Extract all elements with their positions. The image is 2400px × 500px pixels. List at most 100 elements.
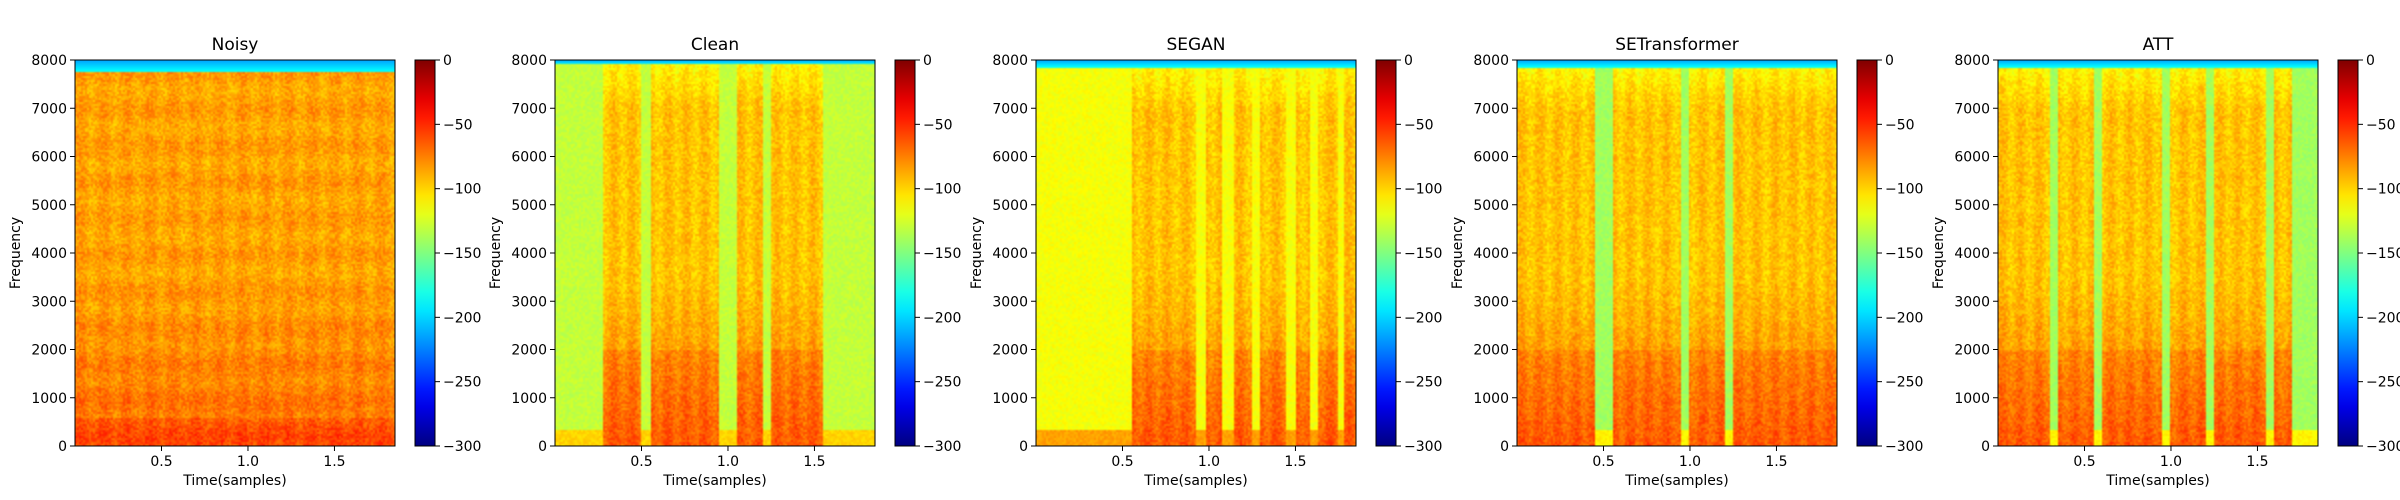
colorbar <box>1375 59 1397 447</box>
y-tick-label: 1000 <box>1473 391 1509 407</box>
y-tick-label: 3000 <box>1954 294 1990 310</box>
colorbar-tick-label: −200 <box>1885 310 1923 326</box>
colorbar-tick-label: −150 <box>1885 246 1923 262</box>
colorbar-tick-label: −200 <box>923 310 961 326</box>
y-tick-label: 0 <box>1019 439 1028 455</box>
colorbar-tick-label: 0 <box>1404 53 1413 69</box>
panel-title: Clean <box>691 35 739 55</box>
y-tick-label: 4000 <box>31 246 67 262</box>
y-axis-label: Frequency <box>488 217 504 289</box>
x-tick-label: 1.5 <box>803 454 825 470</box>
colorbar-tick-label: 0 <box>1885 53 1894 69</box>
x-tick-label: 1.5 <box>2246 454 2268 470</box>
y-tick-label: 3000 <box>511 294 547 310</box>
y-axis-label: Frequency <box>8 217 24 289</box>
colorbar-tick-label: −300 <box>2366 439 2400 455</box>
y-axis-label: Frequency <box>969 217 985 289</box>
x-axis-label: Time(samples) <box>182 473 286 489</box>
y-tick-label: 0 <box>1500 439 1509 455</box>
x-tick-label: 0.5 <box>1111 454 1133 470</box>
x-tick-label: 1.0 <box>237 454 259 470</box>
colorbar-tick-label: −200 <box>1404 310 1442 326</box>
y-tick-label: 6000 <box>1954 150 1990 166</box>
colorbar-tick-label: −250 <box>2366 375 2400 391</box>
y-tick-label: 2000 <box>1473 343 1509 359</box>
spectrogram-panel-4: SETransformer 0 1000 2000 3000 4000 5000 6000 70… <box>1450 35 1923 489</box>
x-axis-label: Time(samples) <box>1624 473 1728 489</box>
x-tick-label: 0.5 <box>2073 454 2095 470</box>
colorbar-tick-label: −50 <box>2366 117 2396 133</box>
y-tick-label: 6000 <box>1473 150 1509 166</box>
x-tick-label: 0.5 <box>630 454 652 470</box>
y-axis-label: Frequency <box>1450 217 1466 289</box>
y-tick-label: 0 <box>538 439 547 455</box>
colorbar-tick-label: −300 <box>443 439 481 455</box>
y-tick-label: 6000 <box>992 150 1028 166</box>
y-tick-label: 4000 <box>1954 246 1990 262</box>
y-tick-label: 8000 <box>1473 53 1509 69</box>
colorbar-tick-label: −50 <box>1404 117 1434 133</box>
colorbar-tick-label: −50 <box>443 117 473 133</box>
y-tick-label: 4000 <box>1473 246 1509 262</box>
y-tick-label: 0 <box>1981 439 1990 455</box>
y-tick-label: 7000 <box>1473 101 1509 117</box>
y-tick-label: 4000 <box>511 246 547 262</box>
y-tick-label: 8000 <box>992 53 1028 69</box>
y-tick-label: 0 <box>58 439 67 455</box>
y-tick-label: 8000 <box>511 53 547 69</box>
y-tick-label: 6000 <box>511 150 547 166</box>
colorbar-tick-label: −50 <box>923 117 953 133</box>
y-tick-label: 1000 <box>31 391 67 407</box>
colorbar-tick-label: −250 <box>923 375 961 391</box>
colorbar <box>414 59 436 447</box>
spectrogram-panel-3: SEGAN 0 1000 2000 3000 4000 5000 6000 7000 8000 0.… <box>969 35 1442 489</box>
colorbar <box>894 59 916 447</box>
x-tick-label: 1.0 <box>2160 454 2182 470</box>
colorbar-tick-label: −250 <box>1885 375 1923 391</box>
colorbar-tick-label: −300 <box>923 439 961 455</box>
spectrogram-panel-1: Noisy 0 1000 2000 3000 4000 5000 6000 7000 8000 0.… <box>8 35 481 489</box>
colorbar-tick-label: −50 <box>1885 117 1915 133</box>
x-tick-label: 1.5 <box>1765 454 1787 470</box>
x-tick-label: 0.5 <box>150 454 172 470</box>
panel-title: SEGAN <box>1166 35 1225 55</box>
colorbar-tick-label: −150 <box>923 246 961 262</box>
colorbar-tick-label: 0 <box>443 53 452 69</box>
spectrogram-image <box>1517 60 1837 446</box>
colorbar-tick-label: −250 <box>443 375 481 391</box>
y-tick-label: 5000 <box>31 198 67 214</box>
colorbar <box>2337 59 2359 447</box>
y-tick-label: 2000 <box>31 343 67 359</box>
x-tick-label: 1.5 <box>1284 454 1306 470</box>
x-axis-label: Time(samples) <box>662 473 766 489</box>
y-tick-label: 7000 <box>31 101 67 117</box>
y-tick-label: 1000 <box>511 391 547 407</box>
spectrogram-panel-2: Clean 0 1000 2000 3000 4000 5000 6000 7000 8000 0.… <box>488 35 961 489</box>
colorbar-tick-label: −150 <box>443 246 481 262</box>
colorbar-tick-label: 0 <box>923 53 932 69</box>
spectrogram-image <box>75 60 395 446</box>
panel-title: Noisy <box>212 35 259 55</box>
colorbar-tick-label: −200 <box>2366 310 2400 326</box>
y-tick-label: 8000 <box>31 53 67 69</box>
colorbar <box>1856 59 1878 447</box>
colorbar-tick-label: −100 <box>1885 182 1923 198</box>
y-tick-label: 1000 <box>1954 391 1990 407</box>
y-tick-label: 2000 <box>992 343 1028 359</box>
colorbar-tick-label: −100 <box>443 182 481 198</box>
y-tick-label: 2000 <box>511 343 547 359</box>
y-tick-label: 5000 <box>511 198 547 214</box>
x-tick-label: 1.0 <box>1198 454 1220 470</box>
y-tick-label: 1000 <box>992 391 1028 407</box>
colorbar-tick-label: −300 <box>1404 439 1442 455</box>
spectrogram-image <box>1998 60 2318 446</box>
spectrogram-panel-5: ATT 0 1000 2000 3000 4000 5000 6000 7000 8000 0.5 1… <box>1931 35 2400 489</box>
spectrogram-image <box>1036 60 1356 446</box>
y-tick-label: 7000 <box>511 101 547 117</box>
colorbar-tick-label: −150 <box>1404 246 1442 262</box>
colorbar-tick-label: −100 <box>1404 182 1442 198</box>
colorbar-tick-label: −100 <box>2366 182 2400 198</box>
y-axis-label: Frequency <box>1931 217 1947 289</box>
y-tick-label: 7000 <box>1954 101 1990 117</box>
